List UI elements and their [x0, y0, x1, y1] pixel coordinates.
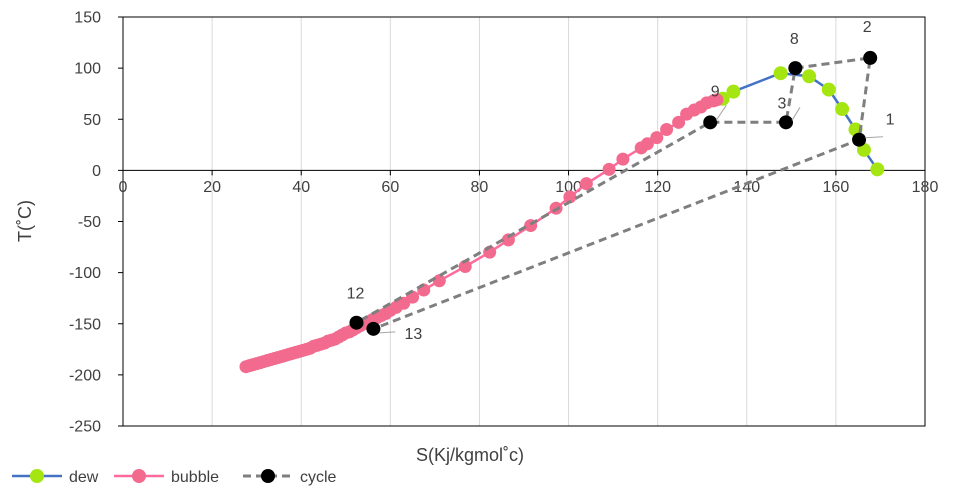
bubble-point	[672, 115, 686, 129]
dew-point	[870, 162, 885, 177]
point-label: 8	[790, 31, 799, 48]
series-bubble	[239, 93, 724, 374]
y-tick-label: 0	[92, 163, 101, 180]
bubble-point	[602, 162, 616, 176]
legend-item-dew: dew	[12, 469, 99, 486]
cycle-point	[703, 115, 718, 130]
dew-point	[821, 82, 836, 97]
bubble-point	[432, 274, 446, 288]
cycle-point	[863, 50, 878, 65]
y-tick-label: 150	[74, 10, 101, 27]
legend-item-bubble: bubble	[114, 469, 219, 486]
cycle-point	[852, 132, 867, 147]
y-tick-label: -250	[69, 419, 101, 436]
x-axis-title: S(Kj/kgmol˚c)	[416, 445, 524, 465]
y-axis-title: T(˚C)	[15, 200, 35, 242]
point-label: 1	[886, 112, 895, 129]
label-leader-line	[379, 331, 396, 334]
bubble-point	[660, 122, 674, 136]
legend-item-cycle: cycle	[243, 469, 337, 486]
y-tick-label: -50	[78, 214, 101, 231]
bubble-point	[501, 233, 515, 247]
point-label: 9	[711, 83, 720, 100]
bubble-point	[458, 259, 472, 273]
dew-point	[835, 102, 850, 117]
legend-label-dew: dew	[69, 469, 99, 486]
x-tick-label: 180	[912, 179, 939, 196]
x-tick-label: 120	[644, 179, 671, 196]
point-label: 13	[405, 326, 423, 343]
axes: 0 20 40 60 80 100 120 140 160 180150100500-50-100…	[69, 10, 938, 436]
bubble-point	[650, 131, 664, 145]
bubble-point	[710, 93, 724, 107]
point-label: 3	[778, 95, 787, 112]
y-tick-label: -100	[69, 265, 101, 282]
cycle-point	[778, 115, 793, 130]
cycle-line	[355, 56, 872, 331]
x-tick-label: 80	[471, 179, 489, 196]
bubble-point	[640, 137, 654, 151]
y-tick-label: -150	[69, 316, 101, 333]
point-label: 2	[863, 19, 872, 36]
legend-marker-dew	[30, 469, 44, 483]
label-leader-line	[865, 136, 884, 139]
legend-label-bubble: bubble	[171, 469, 219, 486]
bubble-point	[616, 152, 630, 166]
label-leader-line	[715, 105, 727, 121]
legend-marker-bubble	[132, 469, 146, 483]
y-tick-label: 50	[83, 112, 101, 129]
legend-label-cycle: cycle	[300, 469, 337, 486]
label-leader-line	[791, 107, 801, 121]
x-tick-label: 160	[823, 179, 850, 196]
series	[239, 50, 885, 374]
x-tick-label: 0	[119, 179, 128, 196]
series-cycle	[349, 50, 878, 336]
x-tick-label: 20	[203, 179, 221, 196]
x-tick-label: 140	[733, 179, 760, 196]
point-label: 12	[347, 286, 365, 303]
legend-marker-cycle	[261, 469, 275, 483]
cycle-point	[788, 61, 803, 76]
x-tick-label: 60	[381, 179, 399, 196]
dew-point	[802, 69, 817, 84]
dew-point	[726, 84, 741, 99]
y-tick-label: 100	[74, 61, 101, 78]
legend: dew bubble cycle	[12, 469, 337, 486]
x-tick-label: 40	[292, 179, 310, 196]
dew-point	[773, 66, 788, 81]
cycle-point	[366, 321, 381, 336]
y-tick-label: -200	[69, 367, 101, 384]
cycle-point	[349, 315, 364, 330]
bubble-point	[563, 190, 577, 204]
bubble-point	[579, 177, 593, 191]
